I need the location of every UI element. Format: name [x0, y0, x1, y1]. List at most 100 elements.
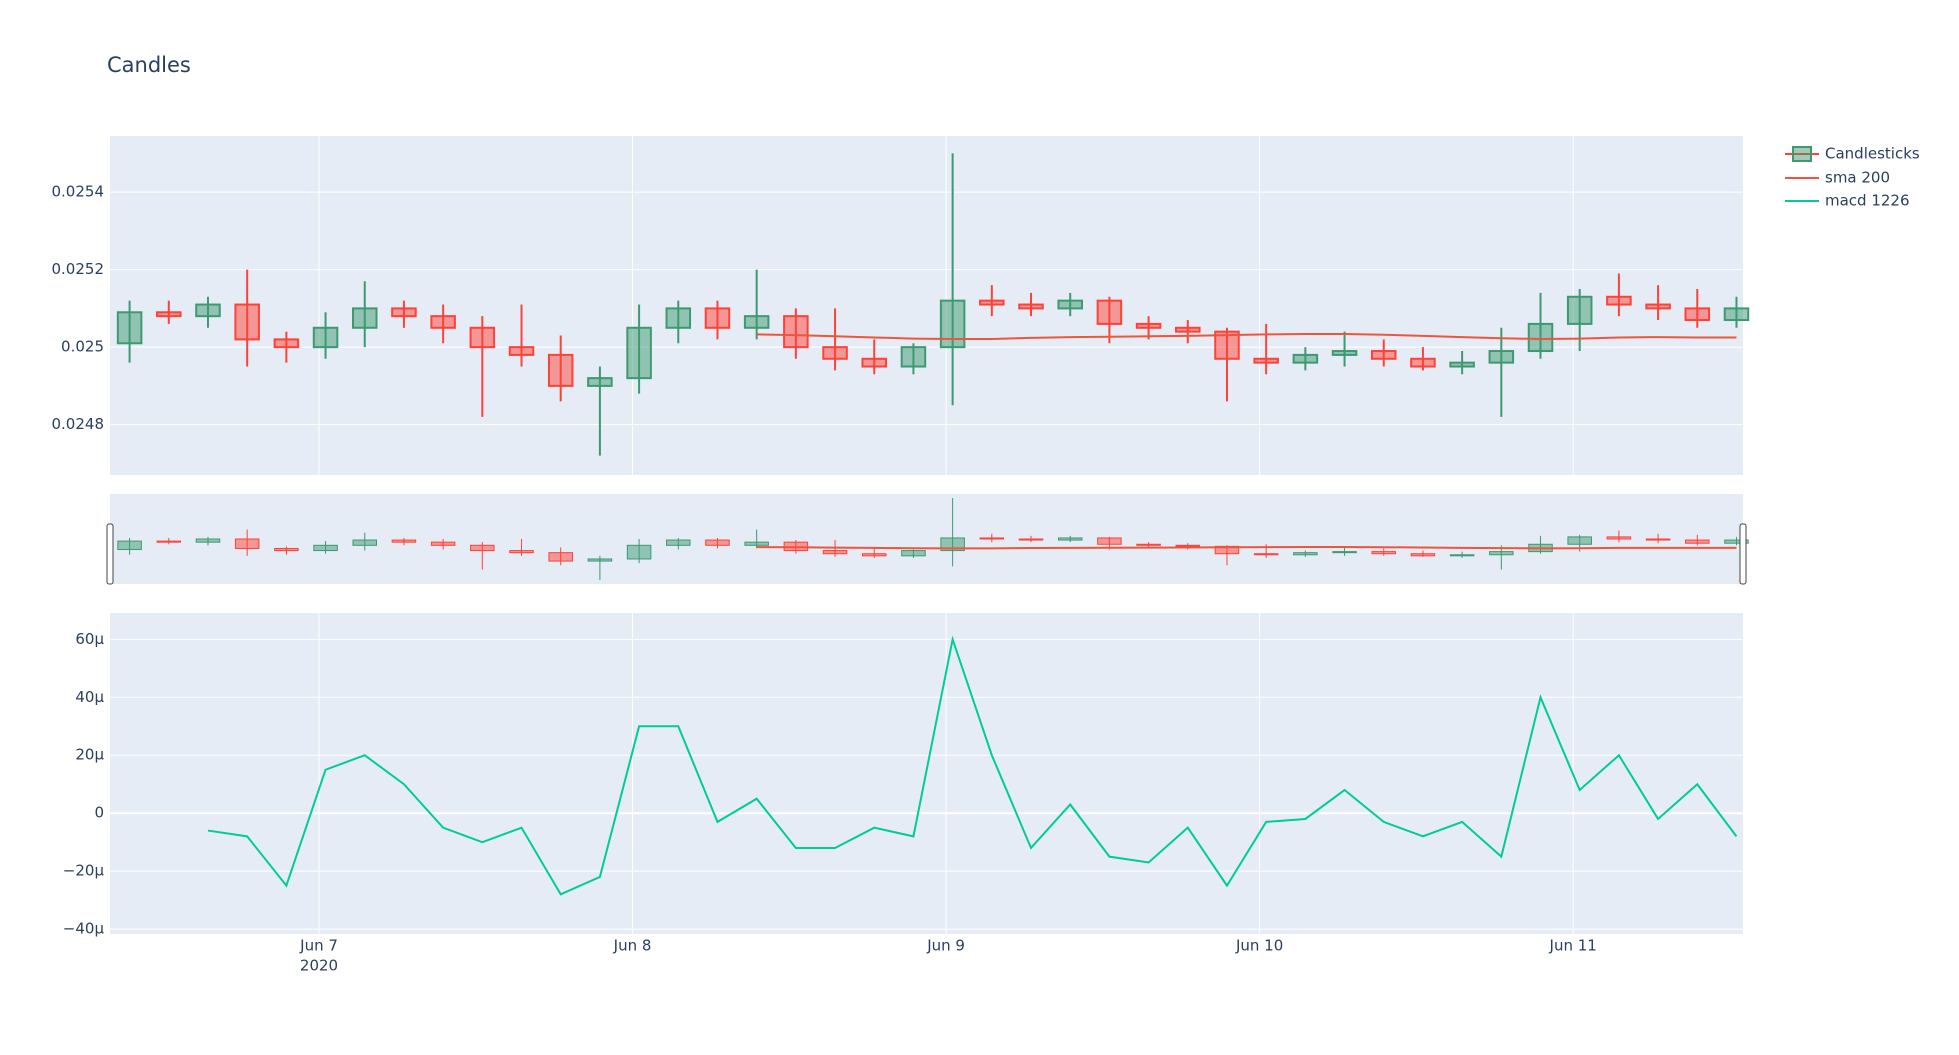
candle-body: [156, 311, 182, 318]
candle-body: [587, 558, 613, 562]
candle-body: [1057, 299, 1083, 310]
candle-body: [1293, 552, 1318, 556]
candle-body: [1410, 553, 1436, 557]
candle-body: [861, 357, 888, 368]
candle-body: [901, 550, 926, 557]
candle-body: [1684, 307, 1711, 322]
candle-body: [1097, 537, 1122, 545]
candle-body: [470, 544, 495, 552]
candle-body: [705, 539, 730, 546]
candle-body: [1331, 350, 1358, 356]
legend-label[interactable]: sma 200: [1825, 169, 1890, 187]
candle-body: [1057, 537, 1083, 541]
candle-body: [626, 544, 652, 560]
y-tick-label: 0.0254: [52, 183, 105, 201]
candle-body: [547, 353, 574, 387]
candle-body: [1527, 322, 1554, 353]
candle-body: [391, 307, 417, 318]
candle-body: [1645, 538, 1671, 541]
candle-body: [1449, 554, 1475, 557]
candle-body: [234, 303, 260, 341]
candle-body: [1370, 350, 1397, 360]
candle-body: [391, 539, 417, 543]
candle-body: [1175, 326, 1201, 333]
candle-body: [273, 338, 300, 349]
y-tick-label: 0.0248: [52, 415, 105, 433]
candle-body: [1723, 307, 1750, 322]
candle-body: [548, 552, 573, 562]
candle-body: [1292, 353, 1319, 364]
candle-body: [509, 550, 534, 554]
y-tick-label: 60μ: [75, 630, 104, 648]
legend-label[interactable]: Candlesticks: [1825, 145, 1920, 163]
x-tick-label: Jun 10: [1235, 937, 1283, 955]
candle-body: [1018, 303, 1044, 310]
candle-body: [1724, 539, 1749, 544]
y-tick-label: −40μ: [63, 920, 105, 938]
candle-body: [1175, 544, 1201, 547]
candle-body: [822, 550, 848, 555]
candle-body: [312, 326, 339, 349]
candle-body: [352, 539, 378, 546]
rangeslider-handle[interactable]: [106, 523, 114, 585]
macd-line: [207, 635, 1738, 896]
x-tick-label: Jun 8: [613, 937, 652, 955]
candle-body: [666, 539, 691, 546]
candle-body: [626, 326, 652, 380]
candle-body: [1136, 543, 1161, 546]
y-tick-label: 0.025: [61, 338, 104, 356]
y-tick-label: 0.0252: [52, 260, 105, 278]
candle-body: [116, 311, 143, 345]
candle-body: [1489, 551, 1514, 556]
candle-body: [1371, 551, 1396, 555]
candle-body: [195, 538, 221, 543]
y-tick-label: 20μ: [75, 746, 104, 764]
x-tick-year: 2020: [300, 957, 338, 975]
candle-body: [900, 346, 927, 368]
candle-body: [861, 553, 887, 557]
y-tick-label: −20μ: [63, 862, 105, 880]
candle-body: [1685, 539, 1710, 544]
x-tick-label: Jun 11: [1549, 937, 1597, 955]
candle-body: [744, 541, 769, 546]
candle-body: [1567, 536, 1592, 545]
candle-body: [979, 537, 1005, 540]
candle-body: [587, 377, 613, 387]
candle-body: [351, 307, 378, 329]
sma-line-mini: [756, 545, 1737, 550]
x-tick-label: Jun 7: [299, 937, 338, 955]
candle-body: [1606, 536, 1632, 540]
candle-body: [1606, 295, 1632, 306]
candle-body: [939, 299, 966, 349]
candle-body: [1096, 299, 1123, 325]
candle-body: [430, 315, 456, 329]
candle-body: [1410, 357, 1436, 368]
y-tick-label: 40μ: [75, 688, 104, 706]
candle-body: [1018, 538, 1044, 541]
legend-label[interactable]: macd 1226: [1825, 192, 1910, 210]
sma-line: [756, 332, 1737, 341]
candle-body: [274, 547, 299, 552]
candle-body: [1566, 295, 1593, 325]
x-tick-label: Jun 9: [926, 937, 965, 955]
candle-body: [665, 307, 692, 329]
candle-body: [234, 538, 260, 549]
candle-body: [430, 541, 456, 546]
candle-body: [1645, 303, 1671, 310]
rangeslider-handle[interactable]: [1739, 523, 1747, 585]
candle-body: [822, 346, 848, 360]
candle-body: [508, 346, 535, 356]
candle-body: [117, 540, 142, 551]
rangeslider-bg: [110, 494, 1743, 584]
candle-body: [979, 299, 1005, 306]
legend-icon: [1792, 146, 1812, 162]
candle-body: [195, 303, 221, 318]
y-tick-label: 0: [94, 804, 104, 822]
candle-body: [156, 540, 182, 543]
rangeslider: [117, 498, 1749, 580]
candle-body: [313, 544, 338, 552]
candle-body: [783, 315, 809, 349]
candle-body: [1488, 350, 1515, 364]
candle-body: [1253, 553, 1279, 556]
